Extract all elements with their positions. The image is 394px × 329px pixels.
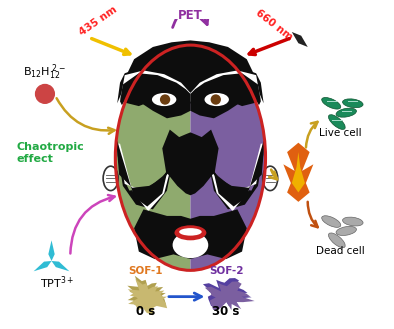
Polygon shape [33,261,52,271]
Text: SOF-1: SOF-1 [128,266,163,276]
Ellipse shape [160,94,170,105]
Text: 0 s: 0 s [136,305,155,318]
Text: 660 nm: 660 nm [254,8,295,42]
Polygon shape [211,144,263,211]
FancyArrowPatch shape [169,293,201,300]
Ellipse shape [173,232,208,258]
Polygon shape [117,68,190,118]
Ellipse shape [103,166,118,190]
Text: SOF-2: SOF-2 [209,266,243,276]
Polygon shape [118,144,170,211]
Polygon shape [128,279,167,315]
Polygon shape [52,261,69,271]
FancyArrowPatch shape [306,122,318,147]
Ellipse shape [179,228,202,236]
Polygon shape [162,130,219,195]
Ellipse shape [342,217,363,226]
Ellipse shape [329,233,345,248]
Text: 30 s: 30 s [212,305,240,318]
Ellipse shape [329,115,345,129]
FancyArrowPatch shape [269,170,277,179]
Polygon shape [115,139,172,209]
FancyArrowPatch shape [71,195,115,254]
Ellipse shape [322,97,341,109]
Polygon shape [190,68,264,118]
Polygon shape [115,45,190,270]
Ellipse shape [342,99,363,108]
Polygon shape [120,40,261,106]
FancyArrowPatch shape [57,98,115,134]
Polygon shape [120,73,190,111]
Circle shape [35,85,54,103]
Polygon shape [283,143,313,202]
Text: 435 nm: 435 nm [78,4,119,38]
Polygon shape [134,209,247,259]
Ellipse shape [336,108,357,117]
Ellipse shape [152,93,177,106]
Text: $\rm B_{12}H_{12}^{\ 2-}$: $\rm B_{12}H_{12}^{\ 2-}$ [23,62,67,82]
Polygon shape [190,70,262,109]
Polygon shape [213,141,265,207]
Polygon shape [292,32,308,47]
Polygon shape [203,278,252,306]
Ellipse shape [336,226,357,236]
Ellipse shape [204,93,229,106]
Polygon shape [190,45,266,270]
Polygon shape [48,240,55,261]
Polygon shape [116,141,168,207]
Polygon shape [292,152,305,192]
Ellipse shape [263,166,278,190]
Ellipse shape [175,225,206,240]
Polygon shape [209,139,266,209]
Text: Dead cell: Dead cell [316,246,365,256]
Polygon shape [127,276,166,311]
Text: Live cell: Live cell [319,128,362,138]
FancyArrowPatch shape [173,3,208,27]
Ellipse shape [211,94,221,105]
Ellipse shape [322,216,341,227]
Polygon shape [119,70,190,109]
Text: PET: PET [178,9,203,22]
Text: $\rm TPT^{3+}$: $\rm TPT^{3+}$ [40,274,75,291]
Polygon shape [190,73,261,111]
FancyArrowPatch shape [308,202,318,227]
Text: Chaotropic
effect: Chaotropic effect [17,142,85,164]
Polygon shape [205,281,255,310]
